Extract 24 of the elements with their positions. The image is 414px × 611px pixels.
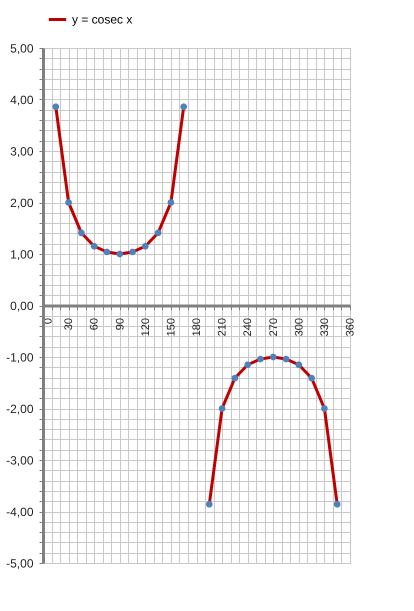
y-tick-label: 0,00 — [10, 299, 34, 313]
y-tick-label: -3,00 — [6, 454, 34, 468]
x-tick-label: 270 — [268, 318, 280, 336]
y-tick-label: -2,00 — [6, 402, 34, 416]
x-tick-label: 150 — [165, 318, 178, 336]
y-tick-label: -4,00 — [6, 505, 34, 519]
legend-label: y = cosec x — [72, 12, 132, 26]
x-tick-label: 300 — [293, 318, 306, 336]
x-tick-label: 90 — [114, 318, 126, 330]
y-tick-label: 3,00 — [10, 144, 34, 158]
y-tick-label: 5,00 — [10, 42, 34, 56]
x-tick-label: 60 — [88, 318, 101, 330]
x-tick-label: 360 — [344, 318, 356, 336]
y-tick-label: -1,00 — [6, 350, 34, 364]
x-tick-label: 210 — [216, 318, 229, 336]
y-tick-label: -5,00 — [6, 556, 34, 570]
y-tick-label: 2,00 — [10, 196, 34, 210]
x-tick-label: 30 — [63, 318, 76, 330]
x-tick-label: 180 — [191, 318, 203, 336]
x-tick-label: 120 — [140, 318, 152, 336]
y-tick-label: 4,00 — [10, 93, 34, 107]
y-tick-label: 1,00 — [10, 248, 34, 262]
x-tick-label: 330 — [318, 318, 331, 336]
x-tick-label: 240 — [242, 318, 254, 336]
